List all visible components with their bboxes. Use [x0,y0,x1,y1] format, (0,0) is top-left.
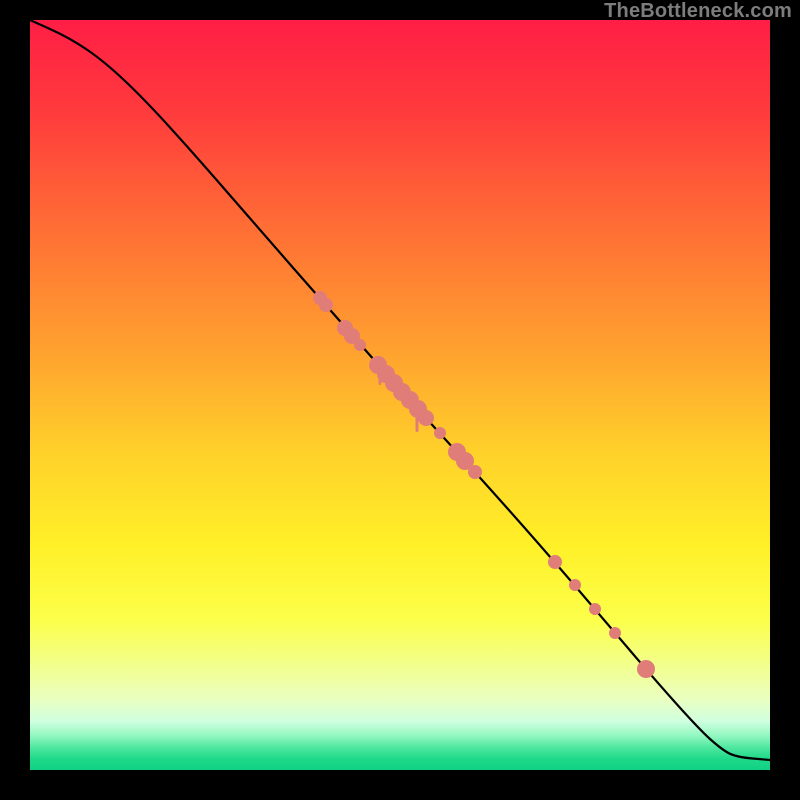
data-marker [468,465,482,479]
data-marker [609,627,621,639]
data-marker [418,410,434,426]
data-marker [589,603,601,615]
data-marker [548,555,562,569]
data-marker [434,427,446,439]
bottleneck-chart-container: TheBottleneck.com [0,0,800,800]
data-marker [569,579,581,591]
data-marker [637,660,655,678]
data-marker [354,339,366,351]
data-marker [319,298,333,312]
bottleneck-chart-svg [0,0,800,800]
